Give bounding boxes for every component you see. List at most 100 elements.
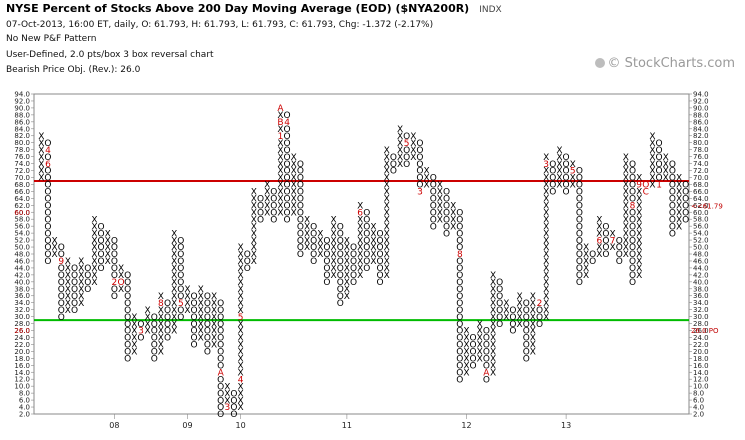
o-box: O — [284, 215, 291, 225]
x-box: X — [291, 188, 297, 198]
o-box: O — [177, 271, 184, 281]
x-box: X — [384, 250, 390, 260]
x-box: X — [384, 146, 390, 156]
o-box: O — [284, 139, 291, 149]
o-box: O — [576, 271, 583, 281]
month-marker: A — [277, 104, 284, 114]
x-box: X — [663, 174, 669, 184]
y-tick-label-left: 92.0 — [14, 97, 30, 105]
y-tick-label-right: 16.0 — [693, 362, 709, 370]
x-box: X — [450, 202, 456, 212]
x-box: X — [357, 215, 363, 225]
o-box: O — [257, 195, 264, 205]
o-box: O — [350, 264, 357, 274]
x-box: X — [131, 313, 137, 323]
x-box: X — [331, 243, 337, 253]
x-box: X — [198, 292, 204, 302]
o-box: O — [669, 229, 676, 239]
plot-frame — [33, 93, 690, 415]
o-box: O — [669, 202, 676, 212]
x-box: X — [437, 208, 443, 218]
o-box: O — [576, 229, 583, 239]
x-box: X — [131, 341, 137, 351]
o-box: O — [164, 299, 171, 309]
o-box: O — [549, 167, 556, 177]
o-box: O — [549, 160, 556, 170]
x-box: X — [238, 368, 244, 378]
month-marker: 5 — [404, 139, 410, 149]
x-box: X — [91, 229, 97, 239]
o-box: O — [669, 188, 676, 198]
o-box: O — [217, 355, 224, 365]
x-box: X — [277, 153, 283, 163]
x-box: X — [238, 403, 244, 413]
y-tick-label-left: 94.0 — [14, 91, 30, 99]
o-box: O — [563, 167, 570, 177]
x-box: X — [171, 271, 177, 281]
o-box: O — [470, 334, 477, 344]
x-box: X — [78, 299, 84, 309]
o-box: O — [669, 174, 676, 184]
o-box: O — [576, 250, 583, 260]
month-marker: 6 — [357, 208, 363, 218]
y-tick-label-left: 12.0 — [14, 376, 30, 384]
x-box: X — [424, 167, 430, 177]
y-tick-label-right: 44.0 — [693, 264, 709, 272]
o-box: O — [204, 348, 211, 358]
o-box: O — [111, 264, 118, 274]
x-box: X — [38, 174, 44, 184]
o-box: O — [151, 313, 158, 323]
pattern-info-line: No New P&F Pattern — [6, 34, 97, 44]
o-box: O — [576, 195, 583, 205]
x-box: X — [623, 181, 629, 191]
x-box: X — [344, 257, 350, 267]
o-box: O — [456, 299, 463, 309]
month-marker: A — [218, 368, 225, 378]
o-box: O — [257, 202, 264, 212]
x-box: X — [357, 236, 363, 246]
o-box: O — [284, 208, 291, 218]
o-box: O — [84, 285, 91, 295]
x-box: X — [663, 153, 669, 163]
x-box: X — [78, 271, 84, 281]
y-tick-label-right: 12.0 — [693, 376, 709, 384]
y-tick-label-right: 22.0 — [693, 341, 709, 349]
x-box: X — [238, 271, 244, 281]
o-box: O — [456, 348, 463, 358]
o-box: O — [682, 202, 689, 212]
month-marker: 2 — [537, 299, 543, 309]
x-box: X — [463, 327, 469, 337]
y-tick-label-left: 54.0 — [14, 230, 30, 238]
x-box: X — [91, 264, 97, 274]
y-tick-label-left: 88.0 — [14, 111, 30, 119]
y-tick-label-left: 86.0 — [14, 118, 30, 126]
o-box: O — [284, 125, 291, 135]
x-box: X — [158, 327, 164, 337]
stockcharts-watermark: © StockCharts.com — [595, 56, 735, 71]
y-tick-label-right: 82.0 — [693, 132, 709, 140]
x-box: X — [91, 215, 97, 225]
o-box: O — [456, 292, 463, 302]
o-box: O — [164, 313, 171, 323]
x-box: X — [543, 208, 549, 218]
x-box: X — [477, 341, 483, 351]
x-box: X — [437, 181, 443, 191]
o-box: O — [284, 146, 291, 156]
x-box: X — [118, 264, 124, 274]
x-box: X — [264, 181, 270, 191]
x-box: X — [331, 236, 337, 246]
x-box: X — [623, 160, 629, 170]
x-box: X — [78, 257, 84, 267]
o-box: O — [456, 215, 463, 225]
o-box: O — [509, 306, 516, 316]
o-box: O — [270, 202, 277, 212]
stockcharts-logo-icon — [595, 58, 606, 68]
x-box: X — [543, 174, 549, 184]
y-tick-label-left: 20.0 — [14, 348, 30, 356]
y-tick-label-left: 76.0 — [14, 153, 30, 161]
x-box: X — [676, 208, 682, 218]
o-box: O — [576, 236, 583, 246]
x-box: X — [636, 174, 642, 184]
x-box: X — [118, 285, 124, 295]
x-box: X — [583, 250, 589, 260]
